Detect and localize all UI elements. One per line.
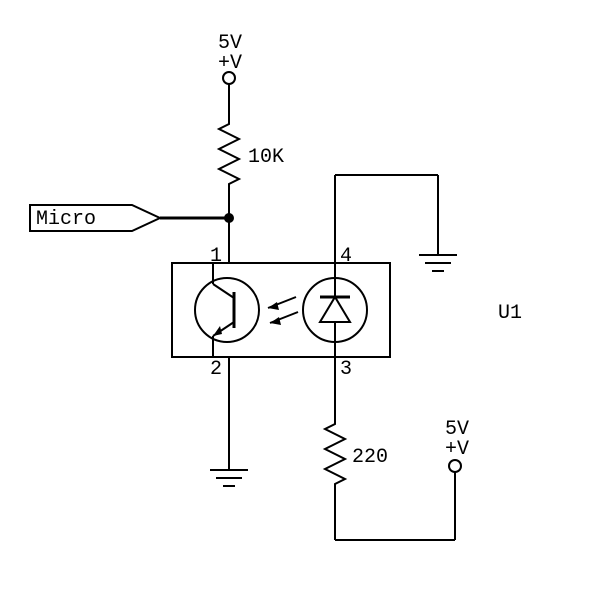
pin3-label: 3: [340, 358, 352, 381]
optocoupler-u1: 1 2 3 4: [172, 245, 390, 381]
r2-label: 220: [352, 446, 388, 469]
r1-label: 10K: [248, 146, 284, 169]
pin2-label: 2: [210, 358, 222, 381]
u1-body: [172, 263, 390, 357]
micro-net-label: Micro: [30, 205, 229, 231]
resistor-r1: 10K: [219, 118, 284, 192]
resistor-r2: 220: [325, 418, 388, 492]
light-arrows-icon: [268, 297, 298, 325]
u1-ref: U1: [498, 302, 522, 325]
top-5v-supply: 5V +V: [218, 32, 242, 118]
bottom-plusv-symbol: +V: [445, 438, 469, 461]
pin4-label: 4: [340, 245, 352, 268]
phototransistor-circle: [195, 278, 259, 342]
pin1-label: 1: [210, 245, 222, 268]
schematic-canvas: 5V +V 10K Micro 1 2 3 4: [0, 0, 600, 600]
ground-pin2: [210, 470, 248, 486]
bottom-5v-supply: 5V +V: [445, 418, 469, 472]
bottom-supply-terminal: [449, 460, 461, 472]
micro-text: Micro: [36, 208, 96, 231]
ground-pin4: [419, 255, 457, 271]
